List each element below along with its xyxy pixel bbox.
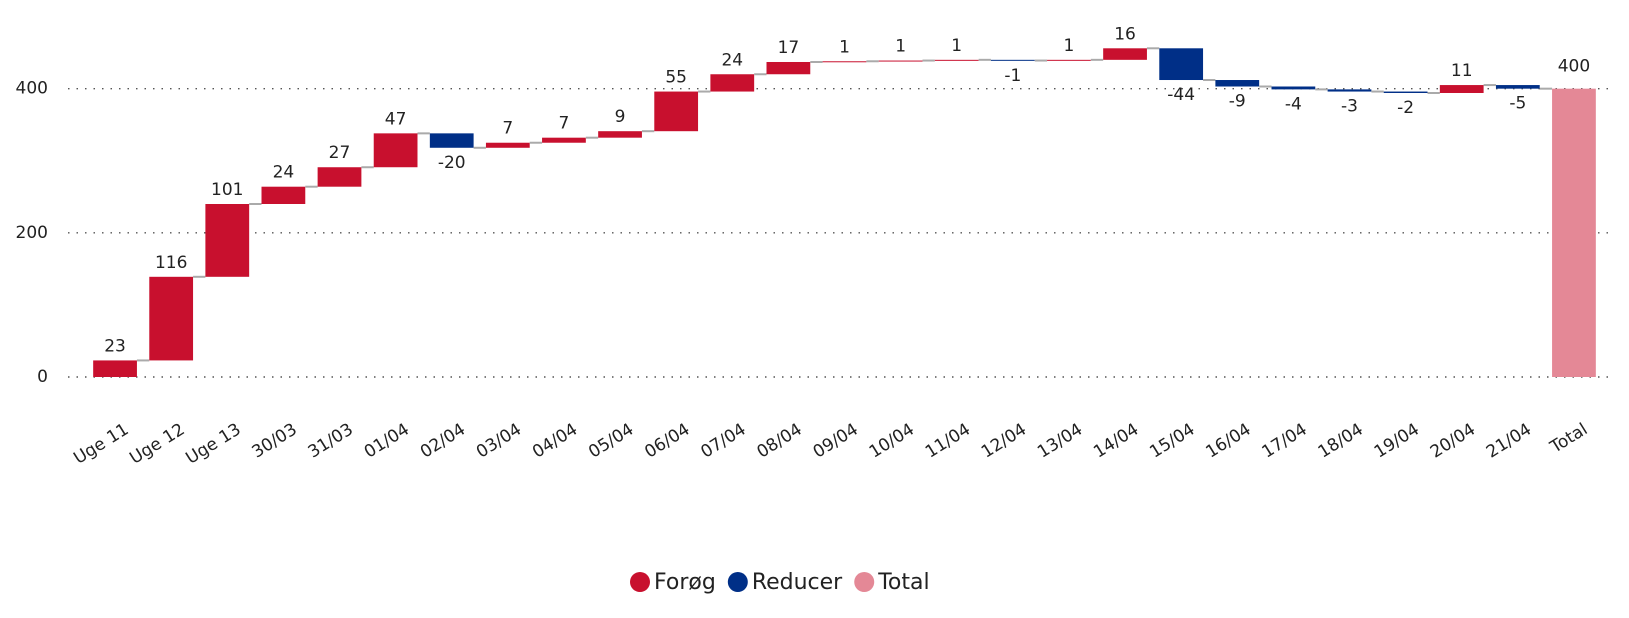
data-label: 400 <box>1558 57 1590 77</box>
bar <box>485 142 530 148</box>
legend-label: Forøg <box>654 570 716 595</box>
x-tick-label: 30/03 <box>249 420 301 463</box>
data-label: 17 <box>778 38 800 58</box>
total-bar <box>1552 88 1596 378</box>
legend-marker <box>854 572 875 592</box>
legend-marker <box>630 572 650 592</box>
bar <box>766 61 811 75</box>
data-label: -20 <box>438 153 466 173</box>
x-tick-label: 20/04 <box>1427 420 1479 463</box>
bar <box>1271 86 1316 90</box>
data-label: -2 <box>1397 98 1414 118</box>
x-tick-label: 02/04 <box>417 420 469 463</box>
data-label: 1 <box>1064 36 1075 56</box>
data-label: 23 <box>104 336 126 356</box>
x-tick-label: 12/04 <box>978 420 1030 463</box>
x-tick-label: Uge 11 <box>70 420 132 469</box>
data-label: 9 <box>615 107 626 127</box>
y-tick-label: 200 <box>16 223 48 243</box>
x-tick-label: 17/04 <box>1259 420 1311 463</box>
x-tick-label: 01/04 <box>361 420 413 463</box>
data-label: -44 <box>1167 85 1195 105</box>
bar <box>429 133 474 148</box>
bar <box>373 133 418 168</box>
bar <box>1159 48 1204 81</box>
x-tick-label: 08/04 <box>754 420 806 463</box>
bar <box>1327 89 1372 92</box>
data-label: -4 <box>1285 94 1302 114</box>
data-label: 7 <box>502 119 513 139</box>
x-tick-label: 16/04 <box>1202 420 1254 463</box>
bar <box>598 131 642 138</box>
data-label: 101 <box>211 180 243 200</box>
bar <box>822 61 867 63</box>
bar <box>710 74 755 92</box>
data-label: 47 <box>385 109 407 129</box>
data-label: -1 <box>1004 66 1021 86</box>
data-label: -5 <box>1509 94 1526 114</box>
x-tick-label: 19/04 <box>1371 420 1423 463</box>
bar <box>317 167 362 187</box>
x-tick-label: 04/04 <box>529 420 581 463</box>
x-tick-label: 05/04 <box>585 420 637 463</box>
bar <box>1215 80 1260 87</box>
y-tick-label: 400 <box>16 79 48 99</box>
data-label: 16 <box>1114 24 1136 44</box>
bar <box>1383 91 1428 93</box>
legend-label: Reducer <box>752 570 843 595</box>
x-tick-label: 21/04 <box>1483 420 1535 463</box>
y-tick-label: 0 <box>37 367 48 387</box>
data-label: 55 <box>665 68 687 88</box>
bar <box>1439 85 1484 93</box>
bar <box>1103 48 1147 60</box>
bar <box>149 276 194 361</box>
x-tick-label: 15/04 <box>1146 420 1198 463</box>
bar <box>205 204 250 277</box>
x-tick-label: 31/03 <box>305 420 357 463</box>
bar <box>654 91 699 132</box>
x-tick-label: Total <box>1546 420 1591 459</box>
x-tick-label: 09/04 <box>810 420 862 463</box>
data-label: 11 <box>1451 61 1473 81</box>
x-tick-label: 11/04 <box>922 420 974 463</box>
legend-label: Total <box>877 570 929 595</box>
data-label: -3 <box>1341 97 1358 117</box>
bar <box>878 60 923 62</box>
bar <box>1047 59 1091 61</box>
data-label: 24 <box>721 50 743 70</box>
x-tick-label: 14/04 <box>1090 420 1142 463</box>
data-label: 116 <box>155 253 187 273</box>
data-label: 27 <box>329 143 351 163</box>
bar <box>934 59 979 61</box>
x-tick-label: 18/04 <box>1315 420 1367 463</box>
legend-marker <box>727 572 748 592</box>
bar <box>93 360 137 377</box>
x-tick-label: 13/04 <box>1034 420 1086 463</box>
data-label: 24 <box>273 163 295 183</box>
x-tick-label: Uge 13 <box>182 420 244 469</box>
data-label: 1 <box>895 37 906 57</box>
bar <box>542 137 586 143</box>
x-tick-label: Uge 12 <box>126 420 188 469</box>
data-label: 1 <box>951 36 962 56</box>
x-tick-label: 10/04 <box>866 420 918 463</box>
bar <box>1495 85 1540 89</box>
data-label: 1 <box>839 37 850 57</box>
bar <box>261 186 306 204</box>
x-tick-label: 06/04 <box>641 420 693 463</box>
bar <box>990 59 1035 61</box>
x-tick-label: 03/04 <box>473 420 525 463</box>
data-label: 7 <box>559 114 570 134</box>
x-tick-label: 07/04 <box>697 420 749 463</box>
data-label: -9 <box>1229 92 1246 112</box>
